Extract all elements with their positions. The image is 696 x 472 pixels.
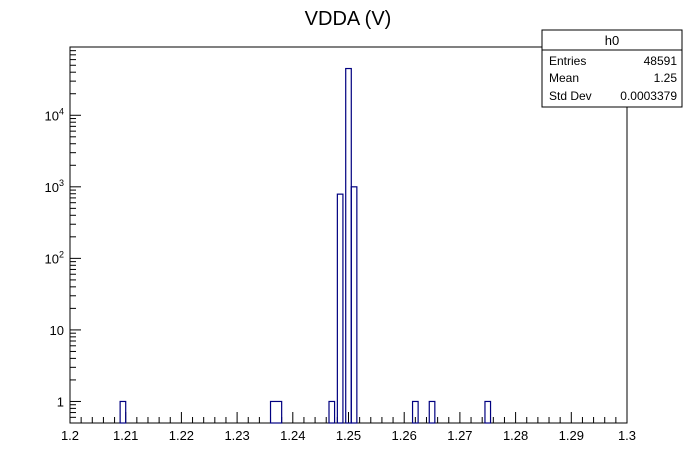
histogram-bar bbox=[484, 400, 492, 424]
x-tick-label: 1.23 bbox=[224, 428, 249, 443]
stats-mean-value: 1.25 bbox=[654, 71, 678, 85]
histogram-bar bbox=[336, 193, 344, 424]
x-tick-label: 1.3 bbox=[618, 428, 636, 443]
y-tick-label: 104 bbox=[45, 106, 64, 123]
histogram-bars bbox=[119, 67, 492, 424]
histogram-bar bbox=[411, 400, 419, 424]
y-axis: 1 10 102 103 104 bbox=[45, 46, 81, 424]
x-tick-label: 1.27 bbox=[447, 428, 472, 443]
histogram-bar bbox=[269, 400, 283, 424]
x-tick-label: 1.21 bbox=[113, 428, 138, 443]
stats-stddev-value: 0.0003379 bbox=[620, 89, 677, 103]
histogram-bar bbox=[345, 67, 352, 424]
x-axis: 1.2 1.21 1.22 1.23 1.24 1.25 1.26 1.27 1.28 1.29 1… bbox=[61, 412, 636, 443]
y-tick-label: 103 bbox=[45, 178, 64, 195]
x-tick-label: 1.24 bbox=[280, 428, 305, 443]
stats-box-name: h0 bbox=[605, 33, 619, 48]
x-tick-label: 1.2 bbox=[61, 428, 79, 443]
x-tick-label: 1.22 bbox=[169, 428, 194, 443]
stats-box: h0 Entries 48591 Mean 1.25 Std Dev 0.000… bbox=[541, 29, 683, 108]
x-tick-label: 1.25 bbox=[336, 428, 361, 443]
y-tick-label: 1 bbox=[57, 394, 64, 409]
stats-entries-label: Entries bbox=[549, 54, 586, 68]
histogram-bar bbox=[119, 400, 127, 424]
histogram-bar bbox=[350, 186, 358, 424]
histogram-bar bbox=[328, 400, 336, 424]
y-tick-label: 10 bbox=[50, 323, 64, 338]
x-tick-label: 1.28 bbox=[503, 428, 528, 443]
stats-box-frame bbox=[541, 29, 683, 108]
y-tick-label: 102 bbox=[45, 249, 64, 266]
chart-title: VDDA (V) bbox=[305, 8, 392, 30]
stats-stddev-label: Std Dev bbox=[549, 89, 592, 103]
x-tick-label: 1.29 bbox=[559, 428, 584, 443]
stats-mean-label: Mean bbox=[549, 71, 579, 85]
stats-entries-value: 48591 bbox=[644, 54, 678, 68]
histogram-bar bbox=[428, 400, 436, 424]
x-tick-label: 1.26 bbox=[392, 428, 417, 443]
